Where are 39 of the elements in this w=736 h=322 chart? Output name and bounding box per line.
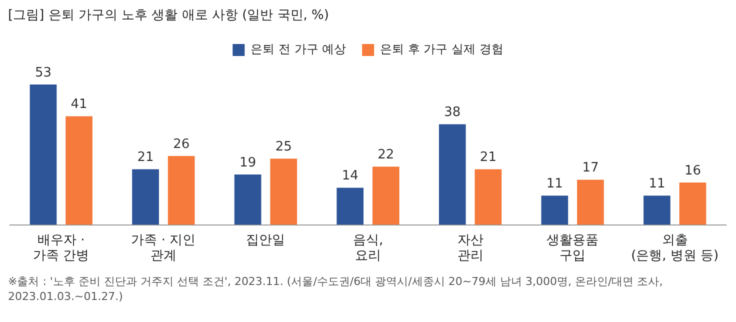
x-tick-label: 가족 · 지인 관계 (131, 232, 196, 264)
bar (372, 166, 400, 225)
x-tick-label: 자산 관리 (457, 232, 484, 264)
data-label: 17 (582, 160, 599, 176)
text: ※출처 : '노후 준비 진단과 거주지 선택 조건', 2023.11. (서울/수도권/6대 광역시/세종시 20~79세 남녀 3,000명, 온라인/대면 조사, 2023.01.03.~01.27.) (8, 274, 663, 304)
x-tick-label: 외출 (은행, 병원 등) (631, 232, 719, 264)
x-tick-label: 배우자 · 가족 간병 (33, 232, 90, 264)
data-label: 11 (546, 176, 563, 192)
bar (336, 188, 364, 225)
bar (438, 124, 466, 225)
bar (474, 169, 502, 225)
bar (30, 84, 57, 225)
data-label: 22 (378, 147, 394, 162)
data-label: 11 (648, 176, 666, 192)
bar (541, 196, 568, 225)
x-tick-label: 음식, 요리 (352, 232, 384, 264)
data-label: 21 (480, 150, 496, 166)
bar (66, 116, 92, 225)
legend-label: 은퇴 후 가구 실제 경험 (380, 42, 504, 56)
data-label: 26 (173, 136, 190, 152)
x-tick-label: 생활용품 구입 (546, 232, 599, 264)
x-tick-label: 집안일 (246, 232, 286, 248)
data-label: 14 (342, 168, 358, 184)
data-label: 21 (137, 150, 154, 166)
bar (679, 182, 706, 225)
bar (234, 174, 262, 225)
bar (577, 180, 604, 225)
data-label: 38 (444, 105, 461, 120)
bar (168, 156, 195, 225)
bar (132, 169, 159, 225)
chart-title: [그림] 은퇴 가구의 노후 생활 애로 사항 (일반 국민, %) (8, 7, 329, 24)
bar (270, 158, 298, 225)
bar (644, 196, 670, 225)
data-label: 16 (684, 163, 702, 178)
data-label: 19 (240, 155, 256, 170)
legend-label: 은퇴 전 가구 예상 (250, 42, 346, 56)
data-label: 53 (34, 65, 52, 80)
data-label: 25 (275, 140, 292, 155)
data-label: 41 (70, 97, 88, 112)
